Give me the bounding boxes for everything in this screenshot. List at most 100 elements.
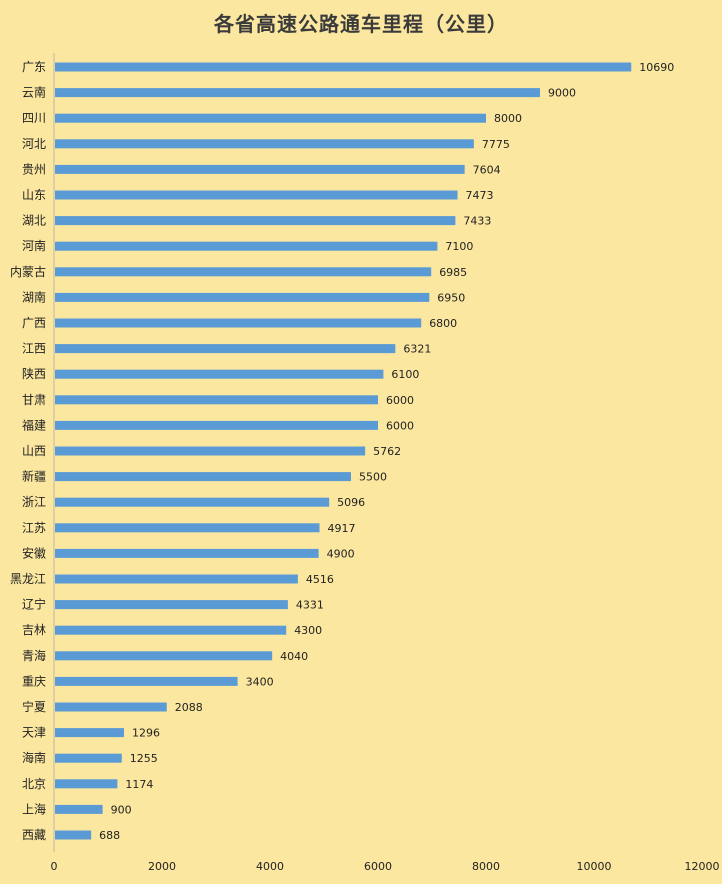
data-label: 6985	[439, 266, 467, 279]
data-label: 2088	[175, 701, 203, 714]
x-tick-label: 0	[51, 860, 58, 873]
data-label: 4300	[294, 624, 322, 637]
category-label: 广东	[22, 60, 46, 74]
bar	[55, 446, 366, 456]
data-label: 900	[111, 803, 132, 816]
category-label: 江苏	[22, 521, 46, 535]
data-label: 4516	[306, 573, 334, 586]
category-label: 西藏	[22, 828, 46, 842]
bar	[55, 113, 486, 123]
bar	[55, 164, 465, 174]
bar	[55, 753, 122, 763]
bar	[55, 830, 92, 840]
category-label: 黑龙江	[10, 572, 46, 586]
data-label: 6321	[403, 343, 431, 356]
bar	[55, 62, 632, 72]
category-label: 安徽	[22, 545, 46, 560]
bar	[55, 472, 351, 482]
bar	[55, 344, 396, 354]
category-label: 上海	[22, 801, 46, 816]
data-label: 688	[99, 829, 120, 842]
category-label: 江西	[22, 342, 46, 356]
category-label: 四川	[22, 111, 46, 125]
category-label: 辽宁	[22, 597, 46, 612]
bar	[55, 676, 238, 686]
data-label: 1255	[130, 752, 158, 765]
category-label: 河北	[22, 137, 46, 151]
category-label: 陕西	[22, 366, 46, 381]
chart-title: 各省高速公路通车里程（公里）	[214, 12, 508, 36]
data-label: 5762	[373, 445, 401, 458]
data-label: 8000	[494, 112, 522, 125]
category-label: 北京	[22, 777, 46, 791]
category-label: 湖北	[22, 213, 46, 228]
data-label: 10690	[639, 61, 674, 74]
bar	[55, 318, 422, 328]
x-tick-label: 6000	[364, 860, 392, 873]
category-label: 吉林	[22, 623, 46, 637]
bar	[55, 395, 378, 405]
data-label: 6100	[391, 368, 419, 381]
bar	[55, 523, 320, 533]
bar	[55, 600, 288, 610]
data-label: 4040	[280, 650, 308, 663]
category-label: 海南	[22, 750, 46, 765]
category-label: 甘肃	[22, 393, 46, 407]
category-label: 青海	[22, 648, 46, 663]
bar	[55, 625, 287, 635]
category-label: 山西	[22, 444, 46, 458]
category-label: 内蒙古	[10, 264, 46, 279]
bar	[55, 651, 273, 661]
x-tick-label: 10000	[577, 860, 612, 873]
bar	[55, 369, 384, 379]
category-label: 浙江	[22, 495, 46, 509]
x-tick-label: 8000	[472, 860, 500, 873]
bar	[55, 241, 438, 251]
data-label: 7100	[445, 240, 473, 253]
category-label: 湖南	[22, 289, 46, 304]
data-label: 7604	[473, 163, 501, 176]
category-label: 贵州	[22, 162, 46, 176]
data-label: 4331	[296, 599, 324, 612]
data-label: 7775	[482, 138, 510, 151]
bar	[55, 728, 124, 738]
bar	[55, 804, 103, 814]
category-label: 福建	[22, 417, 46, 432]
x-tick-label: 4000	[256, 860, 284, 873]
bar	[55, 88, 540, 98]
category-label: 天津	[22, 726, 46, 740]
bar	[55, 292, 430, 302]
data-label: 5096	[337, 496, 365, 509]
data-label: 5500	[359, 471, 387, 484]
bar	[55, 216, 456, 226]
category-label: 河南	[22, 238, 46, 253]
data-label: 3400	[246, 675, 274, 688]
data-label: 1174	[125, 778, 153, 791]
category-label: 新疆	[22, 469, 46, 484]
bar	[55, 139, 474, 149]
bar	[55, 779, 118, 789]
data-label: 7433	[463, 215, 491, 228]
data-label: 6800	[429, 317, 457, 330]
data-label: 6000	[386, 419, 414, 432]
data-label: 4900	[327, 547, 355, 560]
category-label: 宁夏	[22, 699, 46, 714]
bar	[55, 190, 458, 200]
data-label: 6000	[386, 394, 414, 407]
data-label: 9000	[548, 87, 576, 100]
x-tick-label: 2000	[148, 860, 176, 873]
data-label: 7473	[466, 189, 494, 202]
category-label: 云南	[22, 85, 46, 100]
category-label: 广西	[22, 316, 46, 330]
bar	[55, 420, 378, 430]
data-label: 4917	[328, 522, 356, 535]
bar	[55, 548, 319, 558]
category-label: 山东	[22, 188, 46, 202]
bar	[55, 702, 167, 712]
x-tick-label: 12000	[685, 860, 720, 873]
bar	[55, 497, 330, 507]
data-label: 1296	[132, 727, 160, 740]
bar	[55, 574, 298, 584]
